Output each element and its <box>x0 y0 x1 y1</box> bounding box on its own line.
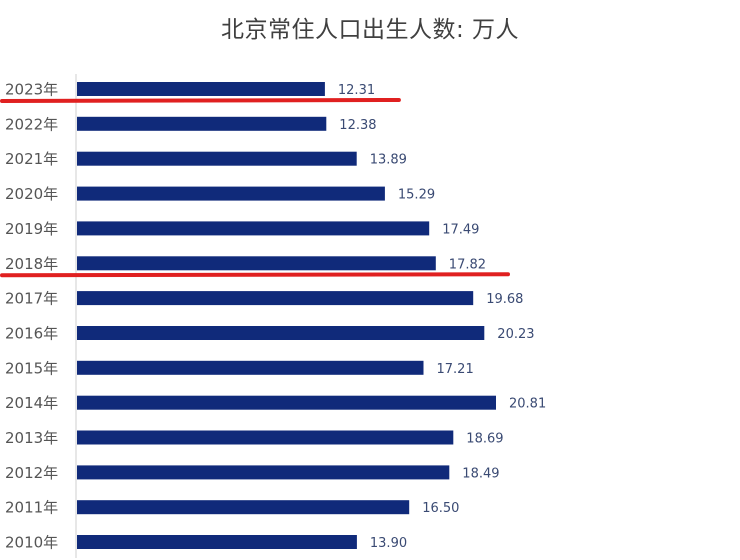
bar-2019年 <box>77 221 430 236</box>
chart-title: 北京常住人口出生人数: 万人 <box>220 17 520 43</box>
value-label: 13.90 <box>370 536 407 551</box>
highlight-underline-2018年 <box>0 272 510 278</box>
value-label: 15.29 <box>398 188 435 203</box>
category-label: 2020年 <box>5 185 58 203</box>
category-label: 2016年 <box>5 325 58 343</box>
category-label: 2014年 <box>5 394 58 412</box>
bar-2011年 <box>77 500 410 515</box>
value-label: 20.23 <box>497 327 534 342</box>
bar-2020年 <box>77 186 385 201</box>
value-label: 19.68 <box>486 292 523 307</box>
value-label: 17.49 <box>442 222 479 237</box>
category-label: 2019年 <box>5 220 58 238</box>
value-label: 17.82 <box>449 257 486 272</box>
value-label: 12.31 <box>338 83 375 98</box>
value-label: 13.89 <box>370 153 407 168</box>
highlight-underline-2023年 <box>0 98 401 103</box>
highlight-group <box>0 98 510 278</box>
category-label: 2013年 <box>5 429 58 447</box>
category-label: 2023年 <box>5 81 58 99</box>
category-label: 2015年 <box>5 359 58 377</box>
bar-2018年 <box>77 256 436 271</box>
bar-2017年 <box>77 291 474 306</box>
bar-2021年 <box>77 151 357 166</box>
category-label: 2011年 <box>5 499 58 517</box>
bar-2015年 <box>77 360 424 375</box>
category-label: 2010年 <box>5 534 58 552</box>
value-label: 16.50 <box>422 501 459 516</box>
labels-group: 2023年 12.31 2022年 12.38 2021年 13.89 2020年 15.29… <box>5 81 546 552</box>
value-label: 12.38 <box>339 118 376 133</box>
category-label: 2012年 <box>5 464 58 482</box>
bar-2023年 <box>77 82 325 96</box>
bar-2013年 <box>77 430 454 445</box>
value-label: 20.81 <box>509 397 546 412</box>
value-label: 17.21 <box>437 362 474 377</box>
category-label: 2018年 <box>5 255 58 273</box>
bar-2022年 <box>77 116 327 131</box>
category-label: 2022年 <box>5 115 58 133</box>
bar-2014年 <box>77 395 496 410</box>
value-label: 18.49 <box>462 466 499 481</box>
bar-2010年 <box>77 535 357 549</box>
bar-2016年 <box>77 326 485 340</box>
category-label: 2017年 <box>5 290 58 308</box>
value-label: 18.69 <box>466 432 503 447</box>
bars-group <box>77 82 496 549</box>
bar-2012年 <box>77 465 450 480</box>
category-label: 2021年 <box>5 150 58 168</box>
